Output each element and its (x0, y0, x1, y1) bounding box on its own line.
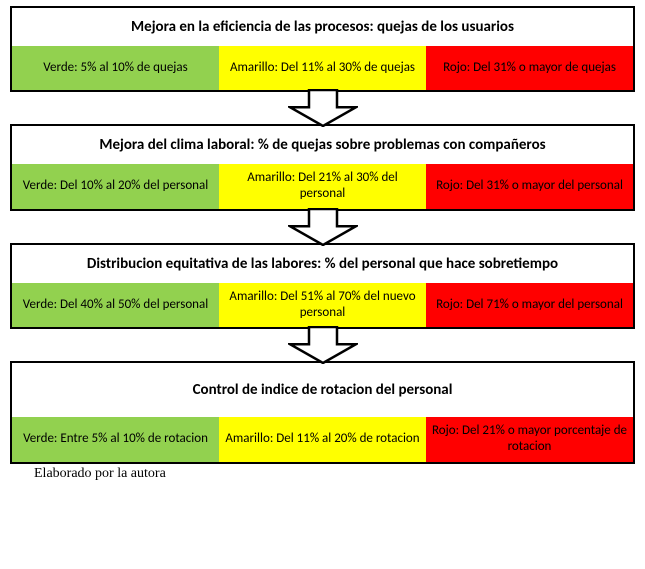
legend-row: Verde: Del 40% al 50% del personalAmaril… (12, 283, 633, 328)
kpi-card-title: Mejora del clima laboral: % de quejas so… (12, 126, 633, 164)
legend-cell-yellow: Amarillo: Del 21% al 30% del personal (219, 164, 426, 209)
legend-cell-yellow: Amarillo: Del 51% al 70% del nuevo perso… (219, 283, 426, 328)
kpi-card: Mejora en la eficiencia de las procesos:… (10, 6, 635, 92)
legend-row: Verde: Del 10% al 20% del personalAmaril… (12, 164, 633, 209)
legend-row: Verde: 5% al 10% de quejasAmarillo: Del … (12, 46, 633, 90)
legend-cell-red: Rojo: Del 31% o mayor del personal (426, 164, 633, 209)
flow-container: Mejora en la eficiencia de las procesos:… (10, 6, 635, 464)
legend-cell-green: Verde: Del 40% al 50% del personal (12, 283, 219, 328)
kpi-card: Distribucion equitativa de las labores: … (10, 243, 635, 330)
legend-cell-yellow: Amarillo: Del 11% al 20% de rotacion (219, 417, 426, 462)
legend-row: Verde: Entre 5% al 10% de rotacionAmaril… (12, 417, 633, 462)
footnote: Elaborado por la autora (10, 464, 635, 482)
down-arrow-icon (10, 89, 635, 127)
down-arrow-icon (10, 326, 635, 364)
legend-cell-red: Rojo: Del 31% o mayor de quejas (426, 46, 633, 90)
legend-cell-red: Rojo: Del 71% o mayor del personal (426, 283, 633, 328)
down-arrow-icon (10, 208, 635, 246)
kpi-card-title: Mejora en la eficiencia de las procesos:… (12, 8, 633, 46)
legend-cell-yellow: Amarillo: Del 11% al 30% de quejas (219, 46, 426, 90)
kpi-card: Control de indice de rotacion del person… (10, 361, 635, 464)
kpi-card-title: Distribucion equitativa de las labores: … (12, 245, 633, 283)
legend-cell-green: Verde: Del 10% al 20% del personal (12, 164, 219, 209)
legend-cell-green: Verde: Entre 5% al 10% de rotacion (12, 417, 219, 462)
legend-cell-green: Verde: 5% al 10% de quejas (12, 46, 219, 90)
kpi-card: Mejora del clima laboral: % de quejas so… (10, 124, 635, 211)
kpi-card-title: Control de indice de rotacion del person… (12, 363, 633, 417)
legend-cell-red: Rojo: Del 21% o mayor porcentaje de rota… (426, 417, 633, 462)
